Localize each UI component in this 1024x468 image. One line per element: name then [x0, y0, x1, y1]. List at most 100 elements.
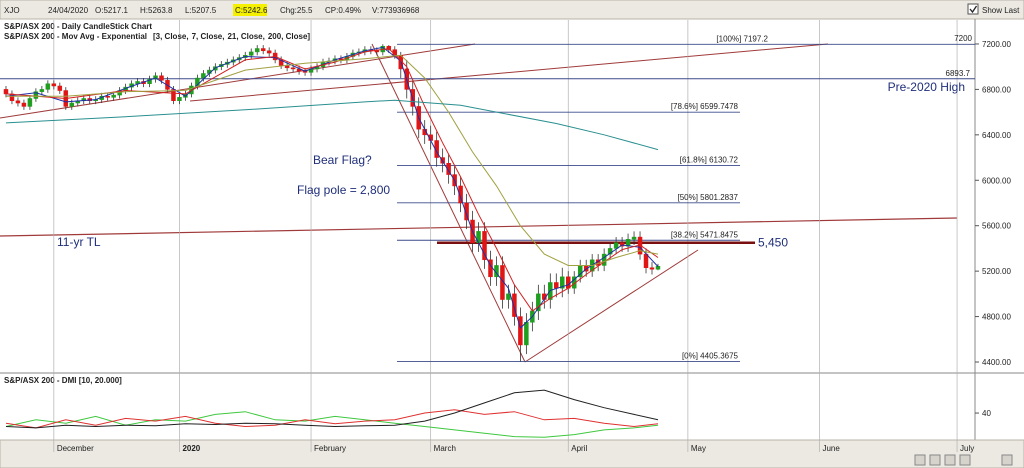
y-tick-label: 5200.00	[982, 267, 1011, 276]
candle-body	[607, 248, 613, 255]
candle-body	[177, 97, 182, 102]
candle-body	[33, 91, 39, 99]
show-last-label: Show Last	[982, 6, 1020, 15]
line-series	[5, 46, 659, 329]
line-series	[5, 99, 659, 151]
scroll-button[interactable]	[959, 454, 971, 466]
show-last-checkbox[interactable]	[967, 3, 979, 15]
candle-body	[69, 102, 75, 107]
y-tick-label: 6400.00	[982, 131, 1011, 140]
chart-title: S&P/ASX 200 - Daily CandleStick Chart	[4, 22, 152, 31]
scroll-button[interactable]	[944, 454, 956, 466]
x-tick-label: June	[822, 444, 840, 453]
line-series	[5, 389, 659, 429]
candle-body	[374, 50, 380, 53]
scroll-button[interactable]	[1001, 454, 1013, 466]
candle-body	[631, 236, 637, 240]
scroll-button[interactable]	[929, 454, 941, 466]
legend-entry: [3, Close,	[153, 32, 189, 41]
trend-line	[189, 43, 829, 102]
date: 24/04/2020	[48, 6, 89, 15]
annotation: Pre-2020 High	[888, 80, 965, 94]
candle-body	[21, 102, 27, 107]
fib-label: [50%] 5801.2837	[678, 193, 739, 202]
fib-label: [100%] 7197.2	[716, 34, 768, 43]
y-tick-label: 7200.00	[982, 40, 1011, 49]
support-line	[524, 249, 699, 363]
y-tick-label: 5600.00	[982, 222, 1011, 231]
candle-body	[619, 242, 625, 247]
fib-label: [38.2%] 5471.8475	[671, 230, 739, 239]
candle-body	[3, 89, 9, 95]
annotation: Flag pole = 2,800	[297, 183, 390, 197]
candle-body	[506, 293, 511, 300]
close: C:5242.6	[235, 6, 268, 15]
candle-body	[290, 67, 296, 70]
candle-body	[524, 321, 529, 346]
y-tick-label: 40	[982, 409, 991, 418]
chart-subtitle: S&P/ASX 200 - Mov Avg - Exponential	[4, 32, 147, 41]
high: H:5263.8	[140, 6, 173, 15]
line-series	[5, 411, 659, 438]
candle-body	[27, 98, 33, 107]
candle-body	[45, 83, 51, 90]
fib-label: [0%] 4405.3675	[682, 351, 739, 360]
candle-body	[15, 100, 21, 104]
candle-body	[51, 83, 57, 87]
candle-body	[248, 51, 254, 56]
pre-2020-high-value: 6893.7	[946, 69, 971, 78]
line-series	[6, 54, 659, 266]
line-series	[5, 47, 659, 312]
change-pct: CP:0.49%	[325, 6, 361, 15]
checkmark	[969, 5, 978, 14]
candle-body	[39, 89, 45, 92]
candle-body	[266, 50, 272, 54]
candle-body	[554, 282, 559, 289]
low: L:5207.5	[185, 6, 217, 15]
y-tick-label: 4800.00	[982, 313, 1011, 322]
x-tick-label: May	[691, 444, 706, 453]
x-tick-label: February	[314, 444, 346, 453]
candle-body	[649, 267, 655, 270]
key-level-label: 5,450	[758, 236, 788, 250]
volume: V:773936968	[372, 6, 420, 15]
line-series	[5, 409, 659, 429]
scroll-button[interactable]	[914, 454, 926, 466]
candle-body	[518, 316, 523, 346]
legend-entry: 7, Close,	[192, 32, 225, 41]
legend-entry: 200, Close]	[268, 32, 311, 41]
y-tick-label: 6800.00	[982, 85, 1011, 94]
candle-body	[613, 242, 619, 249]
candle-body	[111, 94, 116, 98]
annotation: Bear Flag?	[313, 153, 372, 167]
scroll-buttons	[914, 454, 1013, 466]
legend-entry: 21, Close,	[227, 32, 264, 41]
candle-body	[386, 45, 392, 50]
y-tick-label: 4400.00	[982, 358, 1011, 367]
fib-label: [61.8%] 6130.72	[680, 155, 739, 164]
y-tick-label: 6000.00	[982, 176, 1011, 185]
annotation: 11-yr TL	[57, 235, 101, 249]
candle-body	[566, 276, 571, 289]
x-tick-label: March	[434, 444, 456, 453]
candle-body	[159, 75, 164, 81]
candle-body	[560, 276, 565, 289]
symbol: XJO	[4, 6, 20, 15]
dmi-title: S&P/ASX 200 - DMI [10, 20.000]	[4, 376, 122, 385]
candle-body	[655, 266, 661, 270]
candle-body	[536, 293, 541, 312]
candle-body	[446, 162, 451, 175]
time-axis-bar	[0, 439, 1024, 468]
candle-body	[643, 253, 649, 268]
candle-body	[458, 185, 463, 204]
candle-body	[512, 293, 517, 317]
candle-body	[254, 48, 260, 53]
open: O:5217.1	[95, 6, 128, 15]
candle-body	[482, 231, 487, 261]
candle-body	[260, 48, 266, 52]
candle-body	[147, 78, 152, 84]
fib-label: [78.6%] 6599.7478	[671, 102, 739, 111]
candle-body	[601, 253, 607, 266]
